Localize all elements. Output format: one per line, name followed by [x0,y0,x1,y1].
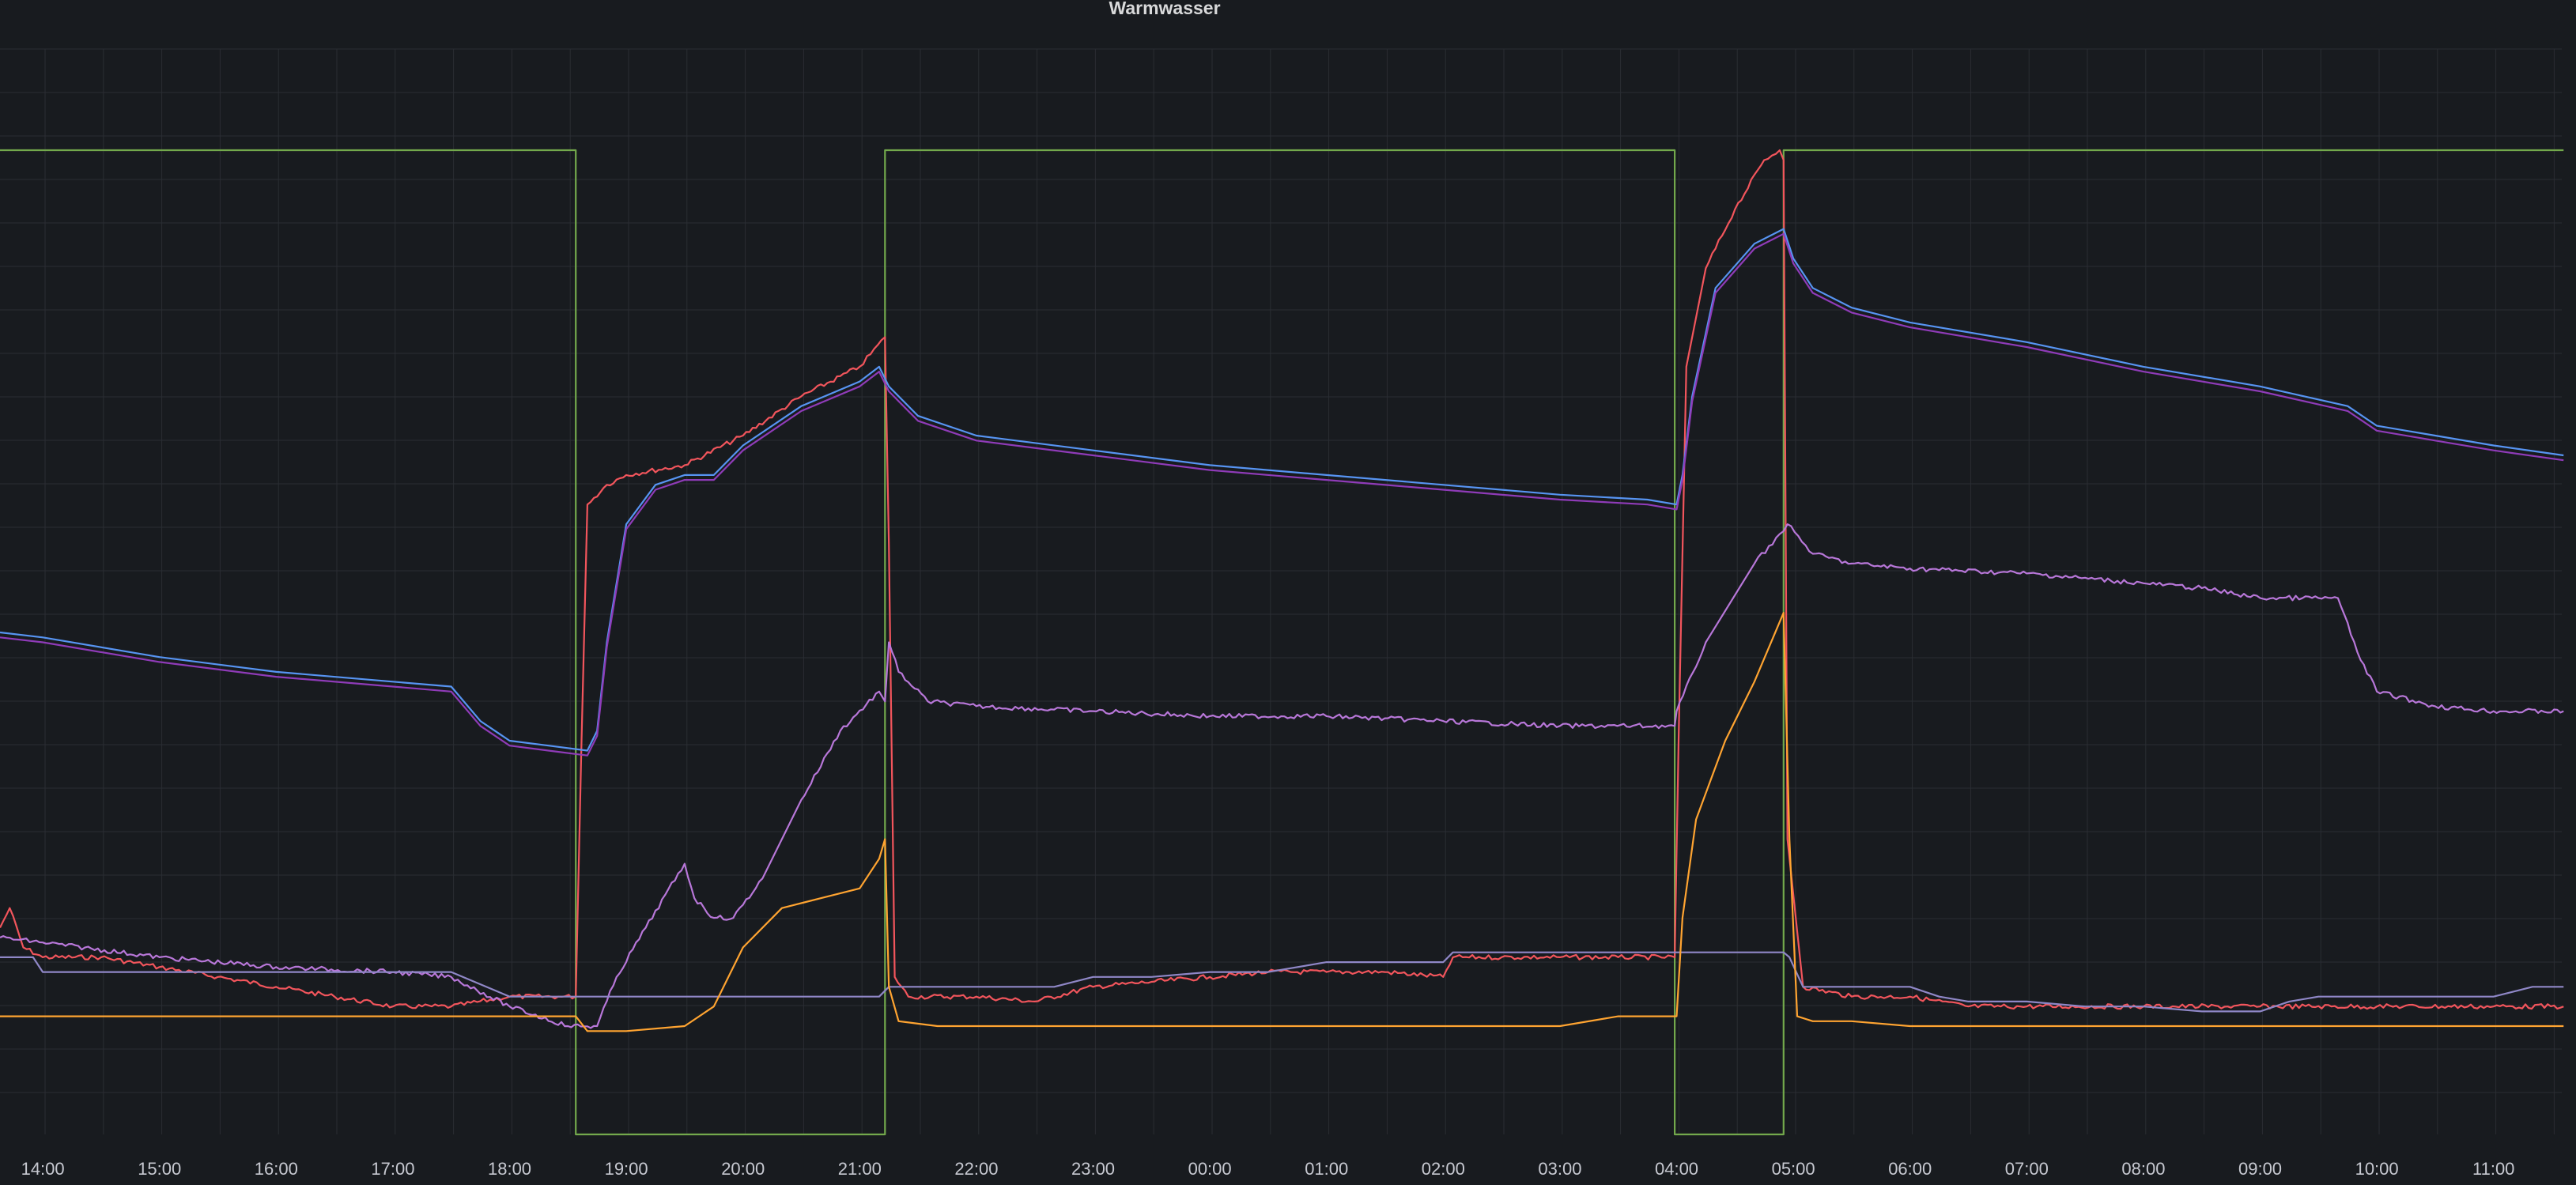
x-tick-label: 02:00 [1422,1159,1465,1179]
x-tick-label: 07:00 [2005,1159,2049,1179]
x-tick-label: 23:00 [1071,1159,1115,1179]
x-axis: 14:00 15:00 16:00 17:00 18:00 19:00 20:00 21:00… [21,1159,2515,1179]
x-tick-label: 01:00 [1305,1159,1348,1179]
series-line-4 [0,232,2564,757]
x-tick-label: 19:00 [605,1159,648,1179]
x-tick-label: 20:00 [721,1159,765,1179]
x-tick-label: 10:00 [2355,1159,2399,1179]
x-tick-label: 16:00 [255,1159,298,1179]
x-tick-label: 04:00 [1655,1159,1698,1179]
x-tick-label: 09:00 [2238,1159,2282,1179]
x-tick-label: 17:00 [371,1159,414,1179]
x-tick-label: 22:00 [954,1159,998,1179]
x-tick-label: 08:00 [2121,1159,2165,1179]
x-tick-label: 03:00 [1538,1159,1581,1179]
series-line-7 [0,612,2564,1032]
x-tick-label: 05:00 [1772,1159,1815,1179]
series-line-3 [0,228,2564,752]
series-line-5 [0,523,2564,1029]
x-tick-label: 06:00 [1888,1159,1932,1179]
x-tick-label: 11:00 [2472,1159,2514,1179]
series-line-1 [0,149,2564,1136]
x-tick-label: 18:00 [488,1159,531,1179]
series-line-6 [0,951,2564,1013]
x-tick-label: 15:00 [138,1159,181,1179]
series-line-2 [0,149,2564,1010]
series-group [0,149,2564,1136]
x-tick-label: 00:00 [1188,1159,1232,1179]
x-tick-label: 14:00 [21,1159,65,1179]
chart-title: Warmwasser [1109,0,1221,18]
x-tick-label: 21:00 [838,1159,882,1179]
